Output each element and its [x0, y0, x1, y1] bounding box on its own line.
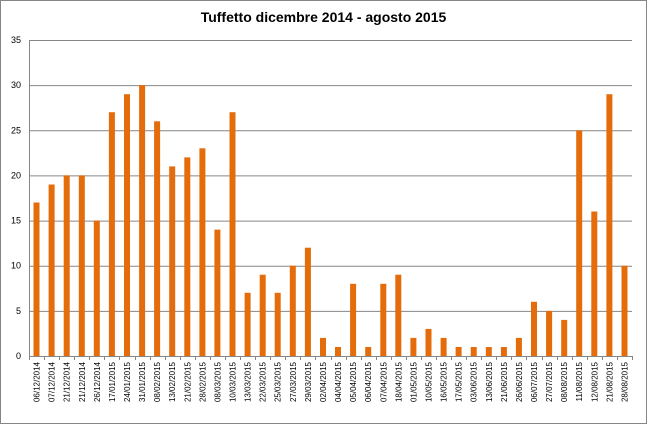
bar: [139, 85, 146, 356]
bar: [48, 184, 55, 356]
x-tick-label: 18/04/2015: [394, 361, 403, 402]
bar: [154, 121, 161, 356]
bar: [500, 347, 507, 356]
x-tick-label: 06/07/2015: [530, 361, 539, 402]
bar: [546, 310, 553, 356]
bar: [259, 274, 266, 356]
bar: [93, 220, 100, 356]
x-tick-label: 13/03/2015: [244, 361, 253, 402]
x-tick-label: 06/04/2015: [364, 361, 373, 402]
x-tick-label: 28/08/2015: [621, 361, 630, 402]
x-tick-label: 13/02/2015: [168, 361, 177, 402]
x-tick-label: 08/08/2015: [560, 361, 569, 402]
bar: [455, 347, 462, 356]
bar: [561, 319, 568, 356]
x-tick-label: 07/12/2014: [48, 361, 57, 402]
y-tick-label: 20: [11, 170, 21, 180]
x-tick-label: 26/12/2014: [93, 361, 102, 402]
y-tick-label: 35: [11, 35, 21, 45]
bar: [63, 175, 70, 356]
bar: [470, 347, 477, 356]
x-tick-label: 11/08/2015: [575, 361, 584, 401]
y-tick-label: 30: [11, 80, 21, 90]
bar: [576, 130, 583, 356]
x-tick-label: 22/03/2015: [259, 361, 268, 402]
x-tick-label: 28/02/2015: [198, 361, 207, 402]
bar: [395, 274, 402, 356]
bar: [214, 229, 221, 356]
x-tick-label: 07/04/2015: [379, 361, 388, 402]
bar: [229, 112, 236, 356]
bar: [335, 347, 341, 356]
bar: [591, 211, 598, 356]
bar: [199, 148, 206, 356]
x-tick-label: 13/06/2015: [485, 361, 494, 402]
x-tick-label: 21/12/2014: [78, 361, 87, 402]
x-tick-label: 02/04/2015: [319, 361, 328, 402]
x-tick-label: 27/07/2015: [545, 361, 554, 402]
x-tick-label: 08/03/2015: [213, 361, 222, 402]
x-tick-label: 24/01/2015: [123, 361, 132, 402]
x-tick-label: 26/06/2015: [515, 361, 524, 402]
x-tick-label: 17/05/2015: [455, 361, 464, 402]
bar: [350, 283, 357, 356]
x-tick-label: 16/05/2015: [440, 361, 449, 402]
x-tick-label: 01/05/2015: [409, 361, 418, 402]
bar: [606, 94, 613, 356]
bar: [440, 337, 447, 356]
x-tick-label: 17/01/2015: [108, 361, 117, 402]
bar: [410, 337, 417, 356]
bar: [108, 112, 115, 356]
x-tick-label: 27/03/2015: [289, 361, 298, 402]
bar: [274, 292, 281, 356]
x-tick-label: 10/03/2015: [229, 361, 238, 402]
bar: [289, 265, 296, 356]
bar: [320, 337, 326, 356]
y-tick-label: 5: [16, 306, 21, 316]
x-tick-label: 12/08/2015: [590, 361, 599, 402]
bar: [78, 175, 85, 356]
x-tick-label: 03/06/2015: [470, 361, 479, 402]
x-tick-label: 21/08/2015: [605, 361, 614, 402]
bar: [380, 283, 387, 356]
bar: [184, 157, 191, 356]
x-tick-label: 10/05/2015: [425, 361, 434, 402]
bar: [485, 347, 492, 356]
chart-title: Tuffetto dicembre 2014 - agosto 2015: [200, 9, 447, 25]
bar: [531, 301, 537, 356]
bar: [244, 292, 251, 356]
x-tick-label: 21/06/2015: [500, 361, 509, 402]
y-tick-label: 10: [11, 261, 21, 271]
x-tick-label: 08/02/2015: [153, 361, 162, 402]
x-tick-label: 31/01/2015: [138, 361, 147, 402]
bar: [365, 347, 372, 356]
x-tick-label: 21/02/2015: [183, 361, 192, 402]
y-tick-label: 0: [16, 351, 21, 361]
x-tick-label: 21/12/2014: [63, 361, 72, 402]
bar: [425, 328, 432, 356]
x-tick-label: 06/12/2014: [33, 361, 42, 402]
bar: [515, 337, 522, 356]
x-tick-label: 29/03/2015: [304, 361, 313, 402]
bar: [621, 265, 628, 356]
x-tick-label: 05/04/2015: [349, 361, 358, 402]
y-tick-label: 15: [11, 216, 21, 226]
y-tick-label: 25: [11, 125, 21, 135]
x-tick-label: 25/03/2015: [274, 361, 283, 402]
x-tick-label: 04/04/2015: [334, 361, 343, 402]
bar: [304, 247, 311, 356]
bar: [33, 202, 40, 356]
bar: [169, 166, 176, 356]
bar: [124, 94, 130, 356]
